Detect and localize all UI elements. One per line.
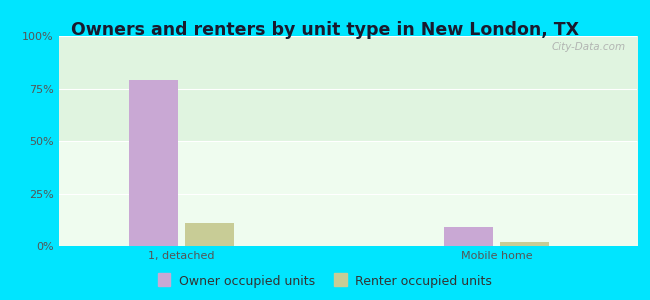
Bar (129, 80, 177, 246)
Legend: Owner occupied units, Renter occupied units: Owner occupied units, Renter occupied un… (158, 275, 492, 288)
Bar (185, 223, 234, 246)
Bar (500, 242, 549, 246)
Text: Owners and renters by unit type in New London, TX: Owners and renters by unit type in New L… (71, 21, 579, 39)
Bar (444, 227, 493, 246)
Text: City-Data.com: City-Data.com (551, 42, 625, 52)
